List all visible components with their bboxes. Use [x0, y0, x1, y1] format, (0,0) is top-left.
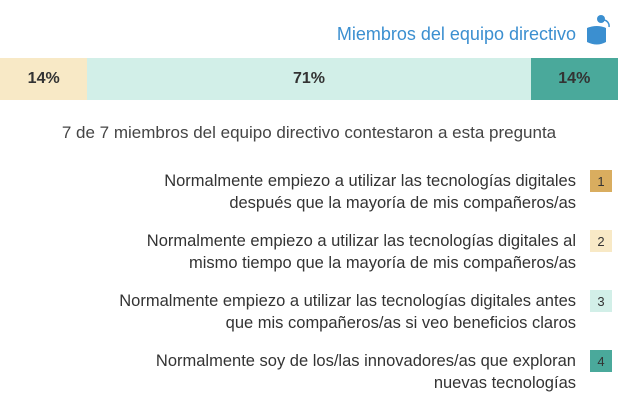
legend-label: Normalmente empiezo a utilizar las tecno…	[119, 292, 576, 332]
legend-item: Normalmente empiezo a utilizar las tecno…	[2, 170, 612, 230]
stacked-bar: 14% 71% 14%	[0, 58, 618, 100]
legend-item: Normalmente empiezo a utilizar las tecno…	[2, 290, 612, 350]
legend-label: Normalmente soy de los/las innovadores/a…	[155, 352, 576, 392]
legend-label: Normalmente empiezo a utilizar las tecno…	[164, 172, 576, 212]
legend-item: Normalmente empiezo a utilizar las tecno…	[2, 230, 612, 290]
subtitle: 7 de 7 miembros del equipo directivo con…	[61, 123, 557, 142]
legend-key: 2	[590, 230, 612, 252]
legend-key: 3	[590, 290, 612, 312]
chart-title: Miembros del equipo directivo	[336, 24, 576, 44]
legend-label: Normalmente empiezo a utilizar las tecno…	[146, 232, 576, 272]
value-label: 14%	[558, 70, 591, 87]
legend-key: 4	[590, 350, 612, 372]
legend-item: Normalmente soy de los/las innovadores/a…	[2, 350, 612, 410]
page: Miembros del equipo directivo 14% 71% 14% …	[0, 15, 618, 392]
bar-segment: 71%	[87, 58, 531, 100]
value-label: 71%	[292, 70, 325, 87]
value-label: 14%	[27, 70, 60, 87]
legend-key: 1	[590, 170, 612, 192]
bar-segment: 14%	[530, 58, 618, 100]
legend: Normalmente empiezo a utilizar las tecno…	[2, 170, 612, 410]
person-icon	[587, 15, 610, 45]
bar-segment: 14%	[0, 58, 88, 100]
